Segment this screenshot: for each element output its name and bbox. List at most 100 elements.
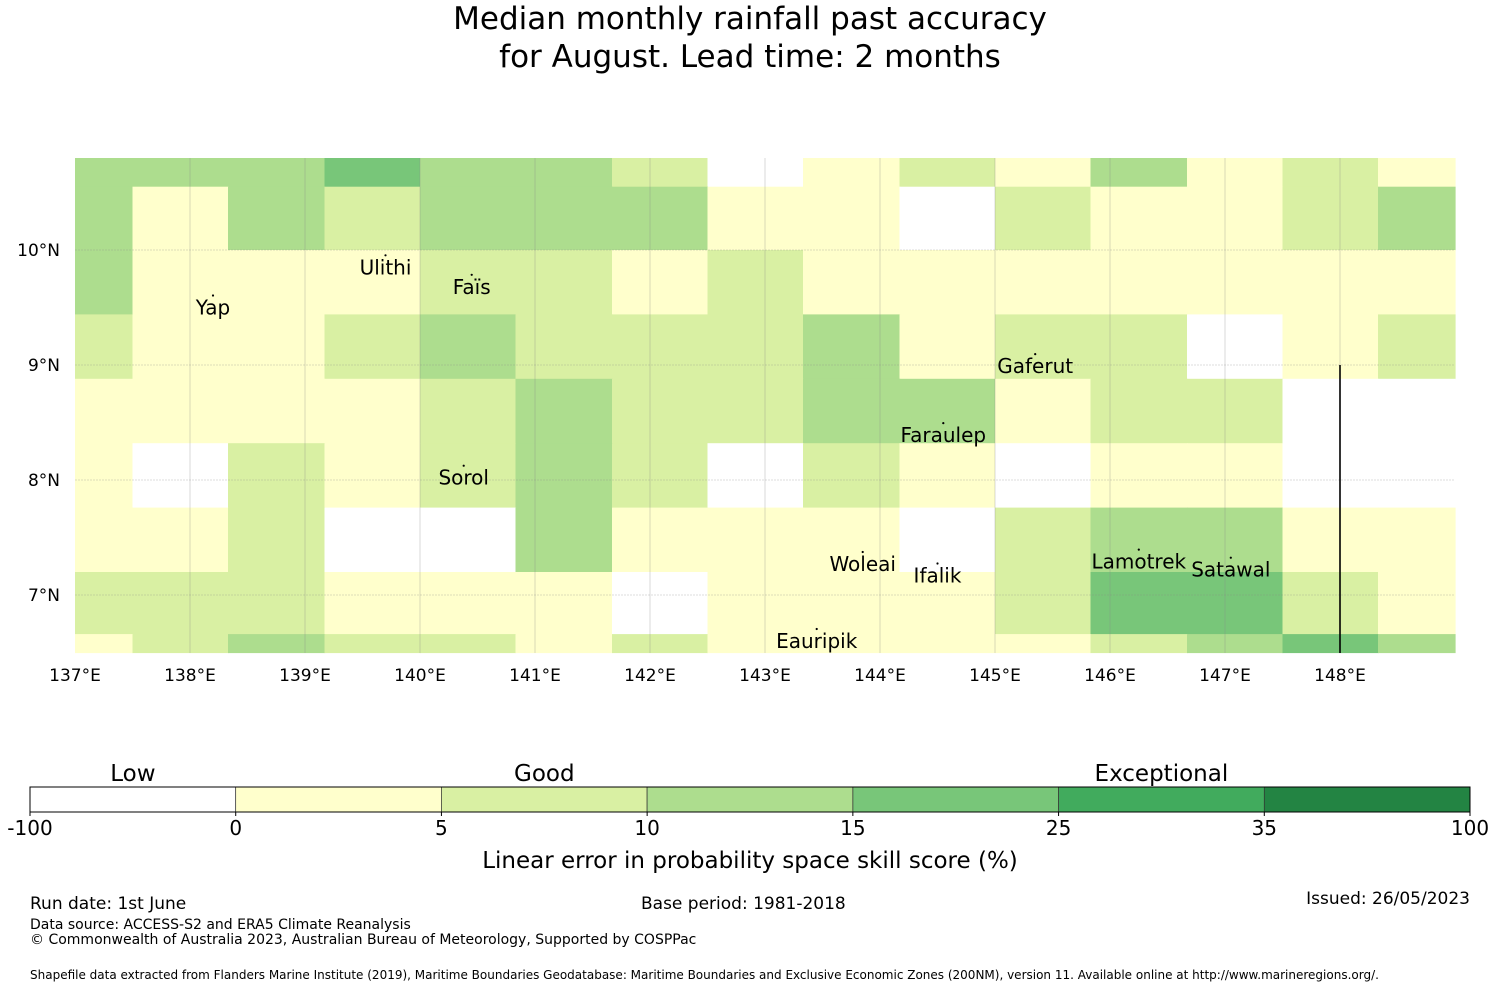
heatmap-cell — [803, 158, 901, 188]
colorbar-tick-label: 15 — [840, 816, 865, 840]
heatmap-cell — [515, 250, 613, 315]
island-label: Yap — [195, 296, 230, 320]
copyright: © Commonwealth of Australia 2023, Austra… — [30, 932, 697, 948]
heatmap-cell — [1282, 314, 1379, 380]
heatmap-cell — [803, 250, 901, 315]
heatmap-cell — [228, 378, 326, 444]
colorbar-bin — [235, 786, 442, 813]
title-line-1: Median monthly rainfall past accuracy — [453, 1, 1047, 37]
heatmap-cell — [228, 634, 326, 654]
heatmap-cell — [1282, 158, 1379, 188]
heatmap-cell — [1378, 158, 1456, 188]
heatmap-cell — [515, 158, 613, 188]
island-marker — [1137, 548, 1140, 551]
heatmap-cell — [995, 378, 1092, 444]
heatmap-cell — [707, 186, 804, 251]
heatmap-cell — [612, 572, 709, 635]
heatmap-cell — [995, 443, 1092, 509]
colorbar-tick-label: 35 — [1252, 816, 1277, 840]
longitude-tick-label: 144°E — [854, 666, 906, 686]
island-marker — [462, 464, 465, 467]
heatmap-cell — [228, 507, 326, 573]
heatmap-cell — [515, 572, 613, 635]
axis-tick-labels: 137°E 138°E 139°E 140°E 141°E 142°E 143°E 144°E… — [17, 241, 1366, 686]
heatmap-cell — [899, 378, 996, 444]
heatmap-cell — [515, 314, 613, 380]
issued-date: Issued: 26/05/2023 — [1306, 889, 1470, 909]
heatmap-cell — [899, 572, 996, 635]
colorbar-bin — [441, 786, 648, 813]
heatmap-cell — [132, 314, 229, 380]
heatmap-cell — [707, 443, 804, 509]
heatmap-cell — [132, 250, 229, 315]
island-labels: Ulithi Faïs Yap Gaferut Faraulep Sorol Woleai I… — [195, 254, 1270, 653]
heatmap-cell — [75, 572, 134, 635]
heatmap-cell — [1378, 634, 1456, 654]
heatmap-cell — [1090, 158, 1188, 188]
heatmap-cell — [707, 158, 804, 188]
longitude-tick-label: 145°E — [969, 666, 1021, 686]
heatmap-cell — [707, 634, 804, 654]
heatmap-cell — [612, 186, 709, 251]
latitude-tick-label: 8°N — [28, 471, 60, 491]
heatmap-cell — [75, 250, 134, 315]
heatmap-cell — [995, 314, 1092, 380]
graticule — [75, 158, 1455, 653]
heatmap-cell — [1090, 443, 1188, 509]
heatmap-cell — [324, 443, 421, 509]
heatmap-cell — [995, 250, 1092, 315]
heatmap-cell — [228, 158, 326, 188]
island-marker — [1034, 353, 1037, 356]
heatmap-cell — [1378, 443, 1456, 509]
heatmap-cell — [707, 314, 804, 380]
heatmap-cell — [803, 443, 901, 509]
heatmap-cell — [132, 572, 229, 635]
heatmap-cell — [132, 378, 229, 444]
longitude-tick-label: 148°E — [1314, 666, 1366, 686]
island-marker — [211, 294, 215, 297]
heatmap-cell — [1378, 572, 1456, 635]
heatmap-cell — [75, 443, 134, 509]
heatmap-cell — [420, 186, 517, 251]
heatmap-cell — [420, 250, 517, 315]
island-marker — [942, 422, 945, 425]
page-title: Median monthly rainfall past accuracy fo… — [0, 0, 1500, 76]
heatmap-cell — [420, 507, 517, 573]
heatmap-cell — [995, 634, 1092, 654]
heatmap-cell — [1282, 186, 1379, 251]
heatmap-cell — [515, 507, 613, 573]
heatmap-cell — [1187, 250, 1284, 315]
heatmap-cell — [420, 378, 517, 444]
heatmap-cell — [324, 250, 421, 315]
heatmap-cell — [1187, 158, 1284, 188]
heatmap-cell — [1090, 634, 1188, 654]
skill-category-label: Exceptional — [1095, 761, 1229, 787]
island-marker — [384, 254, 387, 257]
heatmap-cell — [612, 507, 709, 573]
heatmap-cell — [899, 507, 996, 573]
island-label: Satawal — [1191, 558, 1270, 582]
island-label: Woleai — [829, 552, 896, 576]
island-marker — [1229, 556, 1232, 559]
heatmap-cell — [1187, 314, 1284, 380]
longitude-tick-label: 142°E — [624, 666, 676, 686]
longitude-tick-label: 141°E — [509, 666, 561, 686]
island-label: Gaferut — [997, 354, 1073, 378]
heatmap-cell — [420, 443, 517, 509]
heatmap-cell — [515, 186, 613, 251]
island-label: Faïs — [453, 275, 491, 299]
heatmap-cell — [1187, 443, 1284, 509]
colorbar-axis-label: Linear error in probability space skill … — [482, 848, 1018, 874]
colorbar-tick-label: -100 — [7, 816, 52, 840]
colorbar-frame — [29, 786, 1471, 813]
colorbar-tick-label: 25 — [1046, 816, 1071, 840]
colorbar-legend: -100 0 5 10 15 25 35 100 Low Good Exceptional Linea… — [7, 761, 1489, 874]
heatmap-cell — [75, 314, 134, 380]
heatmap-cell — [132, 443, 229, 509]
heatmap-cell — [324, 507, 421, 573]
island-label: Sorol — [438, 466, 489, 490]
colorbar-bin — [1263, 786, 1471, 813]
heatmap-cell — [420, 634, 517, 654]
heatmap-cell — [707, 378, 804, 444]
heatmap-cell — [995, 572, 1092, 635]
